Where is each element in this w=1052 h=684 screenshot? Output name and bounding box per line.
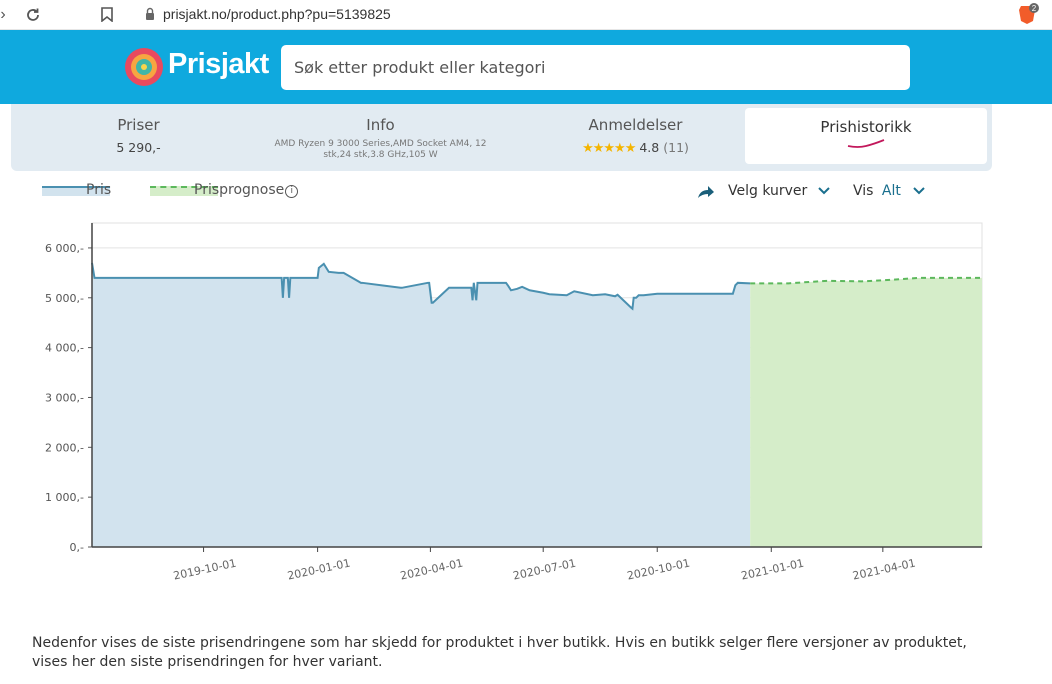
price-history-chart[interactable]: 0,- 1 000,- 2 000,- 3 000,- 4 000,- 5 000,- 6 … [30, 215, 990, 605]
x-tick-label: 2021-04-01 [851, 557, 916, 583]
x-tick-label: 2020-01-01 [286, 557, 351, 583]
tab-priser[interactable]: Priser 5 290,- [31, 104, 246, 171]
y-tick-label: 1 000,- [45, 491, 84, 504]
tab-info-label: Info [366, 116, 395, 134]
x-tick-label: 2021-01-01 [740, 557, 805, 583]
x-tick-label: 2019-10-01 [172, 557, 237, 583]
pris-line [91, 262, 751, 311]
site-header: Prisjakt [0, 30, 1052, 104]
velg-kurver-button[interactable]: Velg kurver [698, 183, 830, 199]
legend-pris-swatch [42, 186, 110, 196]
legend-pris-label[interactable]: Pris [86, 182, 112, 198]
vis-value: Alt [881, 183, 901, 199]
prisjakt-logo[interactable]: Prisjakt [124, 46, 269, 88]
rating-value: 4.8 [639, 140, 660, 155]
bookmark-icon[interactable] [96, 4, 118, 26]
logo-target-icon [125, 48, 163, 86]
y-tick-label: 6 000,- [45, 242, 84, 255]
svg-text:2: 2 [1032, 4, 1037, 13]
tab-anmeldelser[interactable]: Anmeldelser ★★★★★ 4.8 (11) [528, 104, 743, 171]
y-tick-label: 0,- [70, 541, 84, 554]
x-tick-label: 2020-10-01 [626, 557, 691, 583]
legend-prognose-label: Prisprognose [194, 182, 285, 198]
chevron-down-icon [818, 187, 830, 195]
tab-info-specs: AMD Ryzen 9 3000 Series,AMD Socket AM4, … [274, 139, 487, 160]
tab-priser-label: Priser [117, 116, 160, 134]
product-tabs: Priser 5 290,- Info AMD Ryzen 9 3000 Ser… [11, 104, 992, 171]
y-tick-label: 5 000,- [45, 292, 84, 305]
price-trend-icon [847, 139, 885, 148]
x-tick-label: 2020-04-01 [399, 557, 464, 583]
chevron-down-icon [913, 187, 926, 195]
pris-area [92, 262, 751, 547]
forward-icon[interactable]: › [0, 6, 6, 23]
y-tick-label: 4 000,- [45, 342, 84, 355]
search-input[interactable] [281, 45, 910, 90]
price-changes-description: Nedenfor vises de siste prisendringene s… [32, 635, 967, 670]
address-bar[interactable]: prisjakt.no/product.php?pu=5139825 [163, 6, 391, 22]
velg-kurver-label: Velg kurver [728, 183, 808, 199]
tab-prishistorikk[interactable]: Prishistorikk [745, 108, 987, 164]
y-tick-label: 3 000,- [45, 391, 84, 404]
rating-stars-icon: ★★★★★ [582, 141, 636, 156]
x-tick-label: 2020-07-01 [512, 557, 577, 583]
tab-anmeldelser-label: Anmeldelser [588, 116, 683, 134]
prisprognose-area [750, 277, 982, 547]
tab-prishistorikk-label: Prishistorikk [820, 118, 912, 136]
info-icon[interactable]: i [285, 185, 299, 198]
y-tick-label: 2 000,- [45, 441, 84, 454]
legend-prognose-swatch [150, 186, 218, 196]
vis-dropdown[interactable]: Vis Alt [853, 183, 926, 199]
brave-shield-icon[interactable]: 2 [1017, 3, 1039, 25]
vis-label: Vis [853, 183, 874, 199]
legend-prognose[interactable]: Prisprognose i [194, 182, 299, 198]
lock-icon [146, 7, 154, 20]
reload-icon[interactable] [22, 4, 44, 26]
share-arrow-icon [698, 186, 714, 198]
tab-info[interactable]: Info AMD Ryzen 9 3000 Series,AMD Socket … [273, 104, 488, 171]
browser-toolbar: › prisjakt.no/product.php?pu=5139825 2 [0, 0, 1052, 30]
prisprognose-line [750, 276, 982, 285]
logo-text: Prisjakt [168, 48, 269, 80]
tab-priser-value: 5 290,- [116, 140, 161, 155]
rating-count: (11) [663, 140, 689, 155]
rating: ★★★★★ 4.8 (11) [528, 140, 743, 156]
